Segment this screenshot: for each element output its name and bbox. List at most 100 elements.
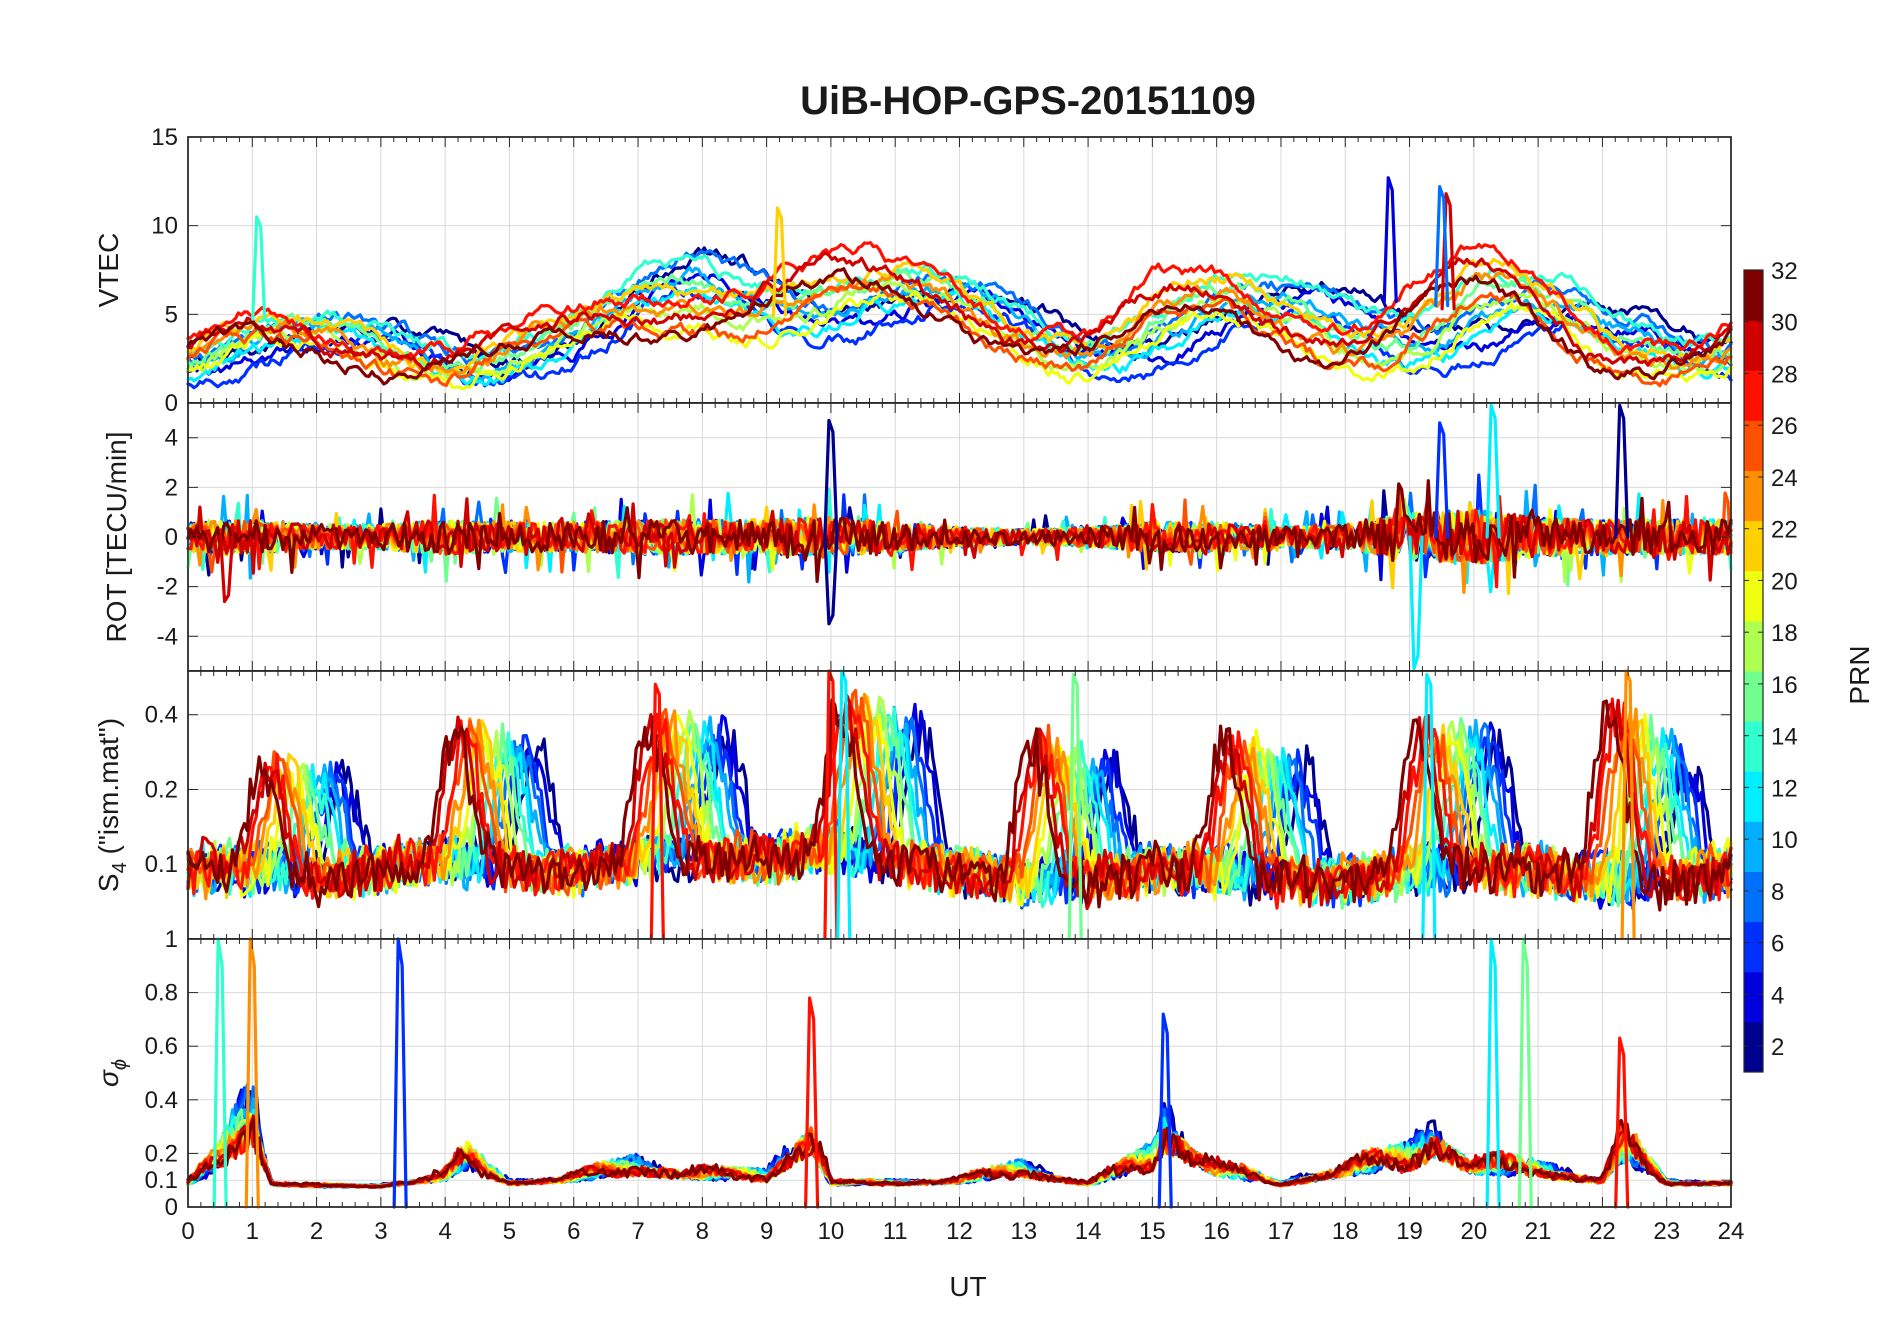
colorbar-segment	[1744, 270, 1763, 296]
colorbar-segment	[1744, 921, 1763, 948]
y-tick-label: 0	[165, 1194, 178, 1221]
panel-sigma-series	[186, 937, 1733, 1209]
colorbar-segment	[1744, 721, 1763, 747]
colorbar-segment	[1744, 570, 1763, 597]
x-tick-label: 16	[1203, 1218, 1230, 1245]
spike-prn-2-rot	[823, 535, 839, 626]
colorbar-tick-label: 30	[1771, 310, 1798, 337]
y-axis-label-sigma: σϕ	[93, 1059, 131, 1087]
colorbar-segment	[1744, 545, 1763, 572]
spike-prn-30-rot	[218, 535, 235, 604]
colorbar-segment	[1744, 696, 1763, 722]
x-tick-label: 17	[1268, 1218, 1295, 1245]
x-tick-label: 24	[1718, 1218, 1745, 1245]
x-tick-label: 9	[760, 1218, 773, 1245]
colorbar-segment	[1744, 370, 1763, 396]
x-tick-label: 0	[181, 1218, 194, 1245]
y-tick-label: 10	[151, 213, 178, 240]
x-tick-label: 10	[818, 1218, 845, 1245]
x-tick-label: 5	[503, 1218, 516, 1245]
colorbar-segment	[1744, 320, 1763, 346]
x-tick-label: 13	[1010, 1218, 1037, 1245]
x-tick-label: 8	[696, 1218, 709, 1245]
colorbar-tick-label: 10	[1771, 827, 1798, 854]
spike-prn-12-rot	[1408, 535, 1424, 671]
colorbar-tick-label: 28	[1771, 361, 1798, 388]
colorbar-tick-label: 32	[1771, 258, 1798, 285]
chart-title: UiB-HOP-GPS-20151109	[800, 79, 1256, 123]
colorbar-segment	[1744, 345, 1763, 371]
y-tick-label: 0.2	[145, 776, 178, 803]
panel-vtec-ticks	[187, 136, 1732, 404]
spike-prn-4-vtec	[1382, 176, 1398, 304]
colorbar-segment	[1744, 420, 1763, 446]
spike-prn-6-sigma	[1157, 1012, 1173, 1209]
x-tick-label: 22	[1589, 1218, 1616, 1245]
y-tick-label: -4	[157, 623, 178, 650]
y-axis-label-s4: S4 ("ism.mat")	[93, 718, 131, 892]
colorbar-segment	[1744, 495, 1763, 522]
spike-prn-24-sigma	[244, 937, 260, 1209]
y-tick-label: 0.6	[145, 1033, 178, 1060]
y-tick-label: 0.4	[145, 1087, 178, 1114]
panel-rot-series	[186, 403, 1733, 671]
colorbar-frame	[1743, 269, 1764, 1073]
y-tick-label: 4	[165, 425, 178, 452]
colorbar-tick-label: 12	[1771, 775, 1798, 802]
x-tick-label: 4	[438, 1218, 451, 1245]
panel-sigma-ticks	[187, 938, 1732, 1208]
colorbar-tick-label: 14	[1771, 724, 1798, 751]
x-tick-label: 7	[631, 1218, 644, 1245]
x-tick-label: 21	[1525, 1218, 1552, 1245]
colorbar-segment	[1744, 821, 1763, 847]
panel-s4-series	[186, 669, 1733, 941]
colorbar-tick-label: 26	[1771, 413, 1798, 440]
panel-s4: 0.1 0.2 0.4 S4 ("ism.mat")	[93, 669, 1733, 941]
spike-prn-6-rot	[1434, 421, 1450, 539]
y-tick-label: 0.8	[145, 980, 178, 1007]
spike-prn-8-vtec	[1434, 185, 1450, 308]
series-prn-32-rot	[186, 479, 1733, 584]
x-tick-label: 18	[1332, 1218, 1359, 1245]
series-prn-18-vtec	[186, 279, 1733, 382]
x-tick-label: 23	[1653, 1218, 1680, 1245]
spike-prn-14-sigma	[212, 937, 228, 1209]
colorbar-tick-label: 18	[1771, 620, 1798, 647]
series-prn-32-vtec	[186, 267, 1733, 386]
x-tick-label: 3	[374, 1218, 387, 1245]
x-tick-label: 1	[246, 1218, 259, 1245]
colorbar-tick-label: 20	[1771, 568, 1798, 595]
series-prn-32-s4	[186, 698, 1733, 912]
x-tick-label: 2	[310, 1218, 323, 1245]
colorbar-segment	[1744, 796, 1763, 822]
panel-rot: -4 -2 0 2 4 ROT [TECU/min]	[101, 402, 1733, 672]
y-tick-label: 5	[165, 301, 178, 328]
colorbar-segment	[1744, 595, 1763, 622]
colorbar-segment	[1744, 846, 1763, 872]
series-prn-30-s4	[186, 693, 1733, 911]
y-tick-label: 0	[165, 524, 178, 551]
colorbar-segment	[1744, 671, 1763, 697]
y-tick-label: 15	[151, 124, 178, 151]
spike-prn-22-vtec	[771, 206, 788, 317]
colorbar-segment	[1744, 470, 1763, 497]
spike-prn-14-vtec	[251, 215, 267, 321]
series-prn-28-vtec	[186, 241, 1733, 361]
x-tick-label: 20	[1460, 1218, 1487, 1245]
panel-vtec-series	[186, 176, 1733, 391]
colorbar-segment	[1744, 445, 1763, 471]
y-tick-label: 0.4	[145, 702, 178, 729]
colorbar-segment	[1744, 771, 1763, 797]
colorbar-segment	[1744, 1021, 1763, 1048]
y-tick-label: -2	[157, 574, 178, 601]
x-tick-label: 11	[883, 1218, 908, 1245]
colorbar-tick-label: 16	[1771, 672, 1798, 699]
spike-prn-16-s4	[1067, 673, 1083, 941]
colorbar-tick-label: 6	[1771, 931, 1784, 958]
y-axis-label-subscript: ϕ	[109, 1059, 131, 1070]
panel-s4-ticks	[187, 671, 1732, 939]
y-tick-label: 0	[165, 390, 178, 417]
